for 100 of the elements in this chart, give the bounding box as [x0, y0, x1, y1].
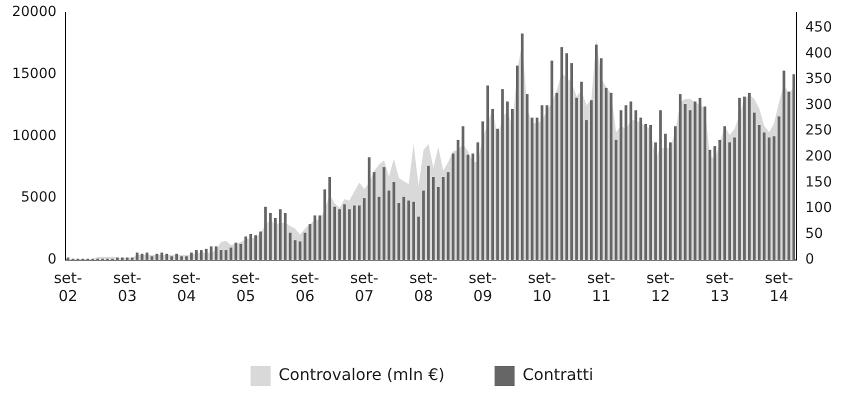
bar	[570, 63, 573, 260]
bar	[288, 232, 292, 260]
bar	[407, 200, 410, 260]
bar	[743, 96, 746, 260]
bar	[476, 142, 480, 260]
x-tick-label: set-03	[113, 268, 142, 305]
bar	[768, 137, 770, 260]
bar	[150, 256, 154, 260]
bar	[520, 33, 524, 260]
bar	[585, 120, 588, 260]
bar	[214, 246, 218, 260]
bar	[723, 126, 726, 260]
x-tick-label: set-13	[706, 268, 734, 305]
bar	[402, 196, 406, 260]
bar	[620, 110, 622, 260]
bar	[156, 254, 158, 260]
bar	[362, 198, 366, 260]
bar	[343, 204, 346, 260]
bar	[200, 250, 203, 260]
bar	[254, 235, 257, 260]
bar	[536, 118, 538, 260]
bar	[698, 98, 702, 260]
bar	[328, 177, 332, 260]
bar	[298, 241, 302, 260]
bar	[278, 209, 282, 260]
x-tick-label: set-10	[528, 268, 556, 305]
legend-label: Controvalore (mln €)	[278, 365, 445, 384]
bar	[649, 125, 652, 260]
bar	[688, 110, 692, 260]
bar	[496, 128, 499, 260]
bar	[259, 232, 262, 260]
bar	[308, 224, 312, 260]
bar	[436, 186, 440, 260]
bar	[220, 250, 222, 260]
bar	[388, 190, 390, 260]
y2-tick-label: 50	[805, 226, 824, 242]
bar	[792, 74, 796, 260]
bar	[486, 85, 490, 260]
y2-tick-label: 450	[805, 20, 832, 36]
bar	[204, 248, 208, 260]
bar	[165, 254, 168, 260]
bar	[456, 140, 460, 260]
bar	[600, 58, 603, 260]
bar	[397, 203, 400, 260]
bar	[462, 126, 464, 260]
bar	[762, 132, 766, 260]
x-tick-label: set-11	[587, 268, 616, 305]
bar	[604, 88, 608, 260]
legend-label: Contratti	[522, 365, 594, 384]
bar	[575, 98, 578, 260]
bar	[378, 196, 380, 260]
x-tick-label: set-09	[468, 268, 497, 305]
bar	[565, 53, 568, 260]
bar	[136, 252, 138, 260]
bar	[580, 82, 583, 260]
bar	[244, 236, 248, 260]
bar	[630, 102, 632, 260]
bar	[610, 92, 612, 260]
y-tick-label: 0	[48, 252, 57, 268]
bar	[782, 70, 786, 260]
y2-tick-label: 250	[805, 122, 832, 139]
y2-tick-label: 0	[805, 252, 814, 268]
bar	[560, 47, 564, 260]
x-tick-label: set-14	[764, 268, 794, 305]
bar	[501, 89, 504, 260]
bar	[323, 189, 326, 260]
bar	[540, 105, 544, 260]
bar	[516, 66, 519, 260]
bar	[491, 108, 494, 260]
bar	[594, 44, 598, 260]
x-tick-label: set-08	[409, 268, 438, 305]
bar	[752, 112, 756, 260]
bar	[614, 140, 618, 260]
bar	[452, 154, 454, 260]
bar	[511, 108, 514, 260]
bar	[654, 142, 657, 260]
bar	[733, 137, 736, 260]
y2-tick-label: 200	[805, 148, 832, 164]
bar	[249, 234, 252, 260]
bar	[446, 172, 450, 260]
bar	[718, 140, 722, 260]
bar	[772, 136, 776, 260]
bar	[684, 104, 687, 260]
x-tick-label: set-04	[172, 268, 201, 305]
bar	[146, 252, 148, 260]
bar	[224, 250, 228, 260]
y-tick-label: 20000	[12, 4, 57, 20]
bar	[353, 206, 356, 260]
y2-tick-label: 400	[805, 45, 832, 62]
bar	[704, 106, 706, 260]
bar	[392, 182, 396, 260]
bar	[639, 118, 642, 260]
bar	[304, 232, 306, 260]
bar	[472, 154, 474, 260]
x-tick-label: set-12	[646, 268, 675, 305]
bar	[417, 216, 420, 260]
y-tick-label: 15000	[12, 66, 57, 82]
bar	[634, 110, 638, 260]
y-tick-label: 10000	[12, 128, 57, 144]
bar	[758, 125, 761, 260]
